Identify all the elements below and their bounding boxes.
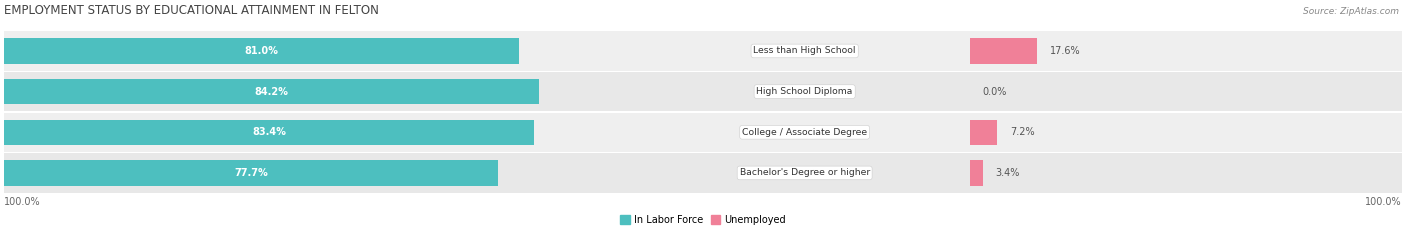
Bar xyxy=(970,160,983,185)
Bar xyxy=(4,79,538,104)
Text: 7.2%: 7.2% xyxy=(1010,127,1035,137)
Bar xyxy=(4,153,1402,193)
Text: Bachelor's Degree or higher: Bachelor's Degree or higher xyxy=(740,168,870,178)
Bar xyxy=(4,120,534,145)
Text: 84.2%: 84.2% xyxy=(254,87,288,97)
Text: 100.0%: 100.0% xyxy=(1365,197,1402,207)
Text: 0.0%: 0.0% xyxy=(983,87,1007,97)
Text: 77.7%: 77.7% xyxy=(235,168,269,178)
Bar xyxy=(4,160,498,185)
Text: Source: ZipAtlas.com: Source: ZipAtlas.com xyxy=(1303,7,1399,16)
Text: Less than High School: Less than High School xyxy=(754,46,856,55)
Text: 81.0%: 81.0% xyxy=(245,46,278,56)
Bar xyxy=(970,38,1036,64)
Text: 3.4%: 3.4% xyxy=(995,168,1019,178)
Text: 100.0%: 100.0% xyxy=(4,197,41,207)
Text: 17.6%: 17.6% xyxy=(1050,46,1080,56)
Legend: In Labor Force, Unemployed: In Labor Force, Unemployed xyxy=(616,211,790,229)
Text: High School Diploma: High School Diploma xyxy=(756,87,853,96)
Text: 83.4%: 83.4% xyxy=(252,127,285,137)
Bar xyxy=(970,120,997,145)
Text: College / Associate Degree: College / Associate Degree xyxy=(742,128,868,137)
Bar xyxy=(4,38,519,64)
Bar xyxy=(4,31,1402,71)
Text: EMPLOYMENT STATUS BY EDUCATIONAL ATTAINMENT IN FELTON: EMPLOYMENT STATUS BY EDUCATIONAL ATTAINM… xyxy=(4,4,380,17)
Bar xyxy=(4,113,1402,152)
Bar xyxy=(4,72,1402,111)
